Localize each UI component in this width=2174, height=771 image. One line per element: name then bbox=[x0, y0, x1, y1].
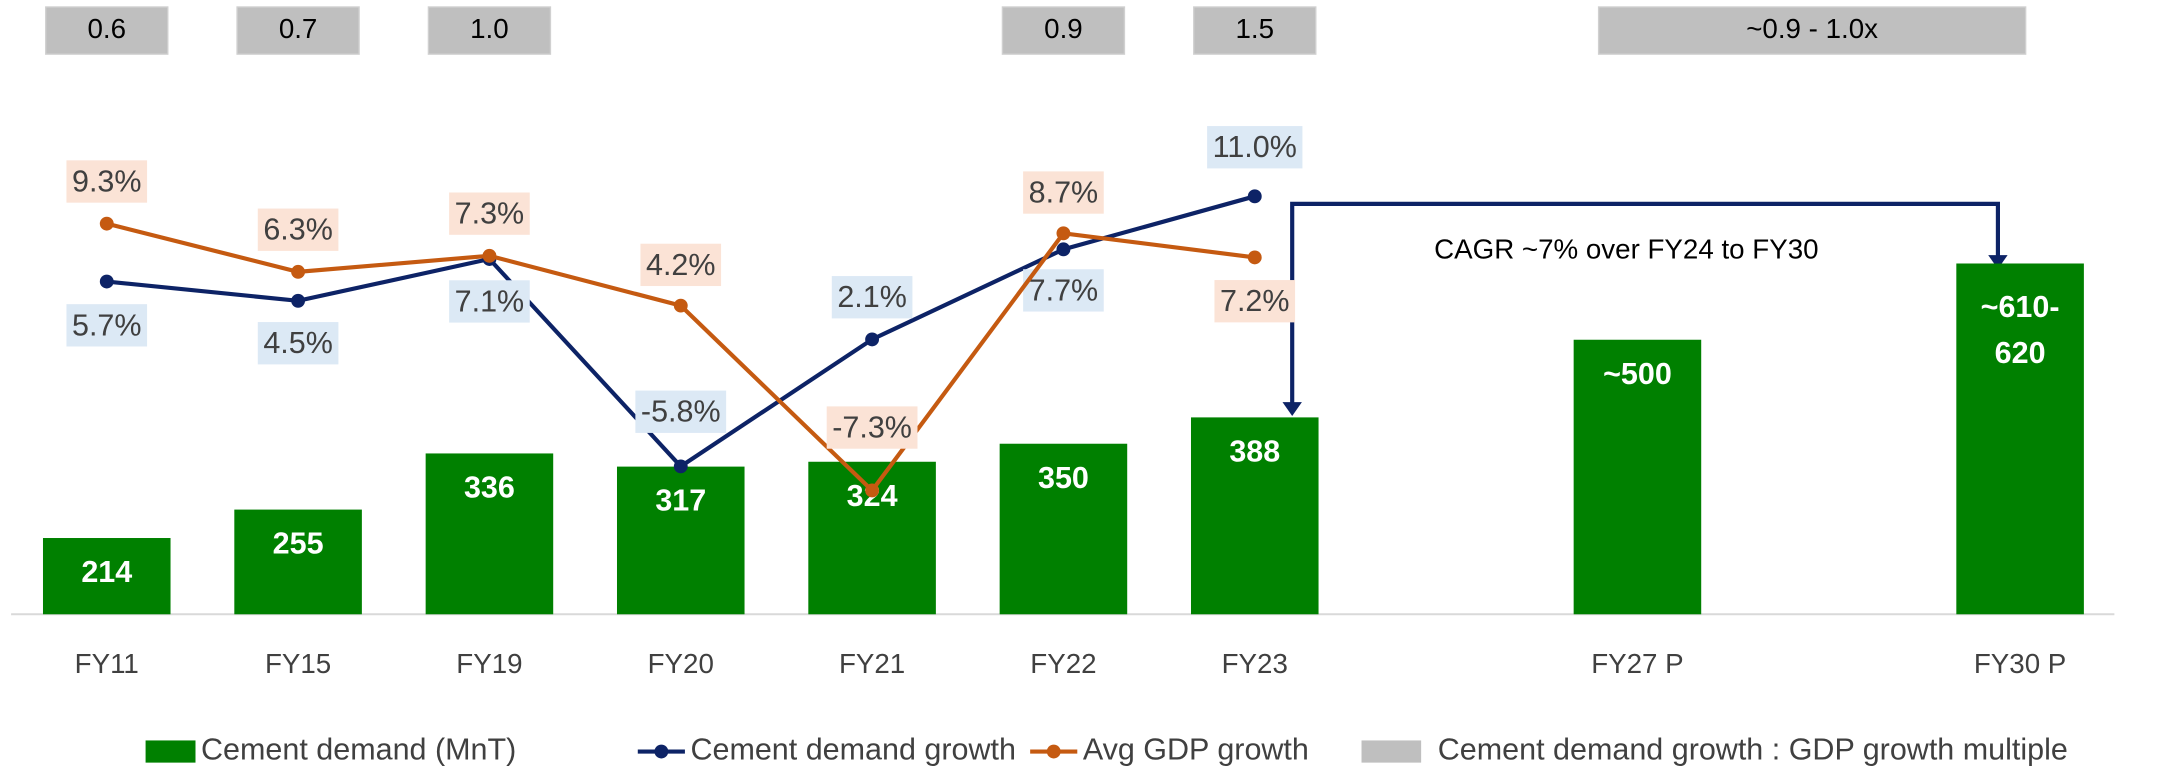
x-tick-label: FY21 bbox=[839, 648, 905, 679]
data-label-box bbox=[1214, 280, 1296, 323]
range-box bbox=[1597, 6, 2027, 55]
data-label-box bbox=[640, 243, 722, 287]
bar bbox=[234, 509, 362, 615]
data-label-box bbox=[1023, 171, 1104, 214]
bar bbox=[616, 466, 745, 615]
data-label-box bbox=[831, 276, 913, 319]
legend-swatch bbox=[1361, 740, 1422, 763]
bar bbox=[1573, 339, 1702, 615]
point bbox=[1247, 189, 1262, 204]
data-label-box bbox=[635, 390, 727, 433]
data-label: 7.2% bbox=[1220, 284, 1290, 318]
bar bbox=[425, 453, 554, 615]
point bbox=[865, 332, 880, 347]
data-label: -7.3% bbox=[832, 411, 912, 445]
arrow-head bbox=[1282, 402, 1302, 417]
bar-label: ~500 bbox=[1603, 357, 1672, 391]
bar-label: 255 bbox=[273, 527, 324, 561]
bar bbox=[999, 443, 1128, 615]
data-label-box bbox=[66, 160, 148, 203]
point bbox=[673, 298, 688, 313]
point bbox=[291, 293, 306, 308]
data-label: 2.1% bbox=[837, 280, 907, 314]
multiple-box bbox=[45, 6, 169, 55]
bar bbox=[1190, 417, 1319, 615]
data-label: 7.7% bbox=[1029, 273, 1099, 307]
point bbox=[865, 483, 880, 498]
x-tick-label: FY15 bbox=[265, 648, 331, 679]
multiple-box bbox=[236, 6, 360, 55]
legend-swatch bbox=[1046, 744, 1061, 759]
multiple-label: 0.7 bbox=[279, 13, 318, 44]
data-label: 5.7% bbox=[72, 308, 142, 342]
x-tick-label: FY11 bbox=[75, 648, 139, 679]
data-label-box bbox=[826, 406, 918, 449]
data-label: 4.5% bbox=[263, 326, 333, 360]
x-tick-label: FY27 P bbox=[1591, 648, 1683, 679]
data-label-box bbox=[257, 208, 339, 251]
point bbox=[99, 274, 114, 289]
x-tick-label: FY30 P bbox=[1974, 648, 2066, 679]
legend-swatch bbox=[145, 740, 196, 763]
legend-label: Cement demand growth bbox=[690, 733, 1016, 767]
bar-label: ~610-620 bbox=[1981, 290, 2060, 370]
data-label-box bbox=[449, 280, 530, 323]
x-tick-label: FY20 bbox=[648, 648, 714, 679]
bar-label: 388 bbox=[1229, 435, 1280, 469]
point bbox=[291, 264, 306, 279]
multiple-label: 0.6 bbox=[87, 13, 126, 44]
data-label: 8.7% bbox=[1029, 176, 1099, 210]
data-label: 6.3% bbox=[263, 213, 333, 247]
data-label-box bbox=[66, 304, 148, 347]
data-label-box bbox=[449, 192, 530, 235]
data-label: -5.8% bbox=[641, 395, 721, 429]
multiple-label: 1.0 bbox=[470, 13, 509, 44]
data-label-box bbox=[1207, 126, 1303, 169]
multiple-label: 1.5 bbox=[1235, 13, 1274, 44]
point bbox=[482, 248, 497, 263]
bar bbox=[42, 538, 171, 615]
data-label-box bbox=[1023, 269, 1104, 312]
point bbox=[99, 216, 114, 231]
bar-label: 317 bbox=[655, 484, 706, 518]
bar-label: 350 bbox=[1038, 461, 1089, 495]
x-tick-label: FY22 bbox=[1030, 648, 1096, 679]
data-label: 7.1% bbox=[455, 284, 525, 318]
data-label: 9.3% bbox=[72, 164, 142, 198]
multiple-box bbox=[1001, 6, 1126, 55]
x-tick-label: FY19 bbox=[456, 648, 522, 679]
multiple-box bbox=[427, 6, 552, 55]
legend-swatch bbox=[654, 744, 669, 759]
range-label: ~0.9 - 1.0x bbox=[1746, 13, 1878, 44]
bar-label: 336 bbox=[464, 471, 515, 505]
multiple-box bbox=[1193, 6, 1317, 55]
data-label-box bbox=[257, 322, 339, 365]
bar bbox=[1956, 263, 2084, 615]
multiple-label: 0.9 bbox=[1044, 13, 1083, 44]
legend-label: Cement demand growth : GDP growth multip… bbox=[1438, 733, 2068, 767]
data-label: 4.2% bbox=[646, 248, 716, 282]
point bbox=[1056, 242, 1071, 257]
point bbox=[1056, 226, 1071, 241]
legend-label: Cement demand (MnT) bbox=[201, 733, 516, 767]
annotation: CAGR ~7% over FY24 to FY30 bbox=[1434, 233, 1818, 264]
data-label: 7.3% bbox=[455, 197, 525, 231]
point bbox=[1247, 250, 1262, 265]
x-tick-label: FY23 bbox=[1222, 648, 1288, 679]
bar-label: 214 bbox=[81, 555, 132, 589]
legend-label: Avg GDP growth bbox=[1083, 733, 1309, 767]
data-label: 11.0% bbox=[1213, 130, 1297, 164]
arrow-head bbox=[1988, 255, 2008, 270]
point bbox=[673, 459, 688, 474]
